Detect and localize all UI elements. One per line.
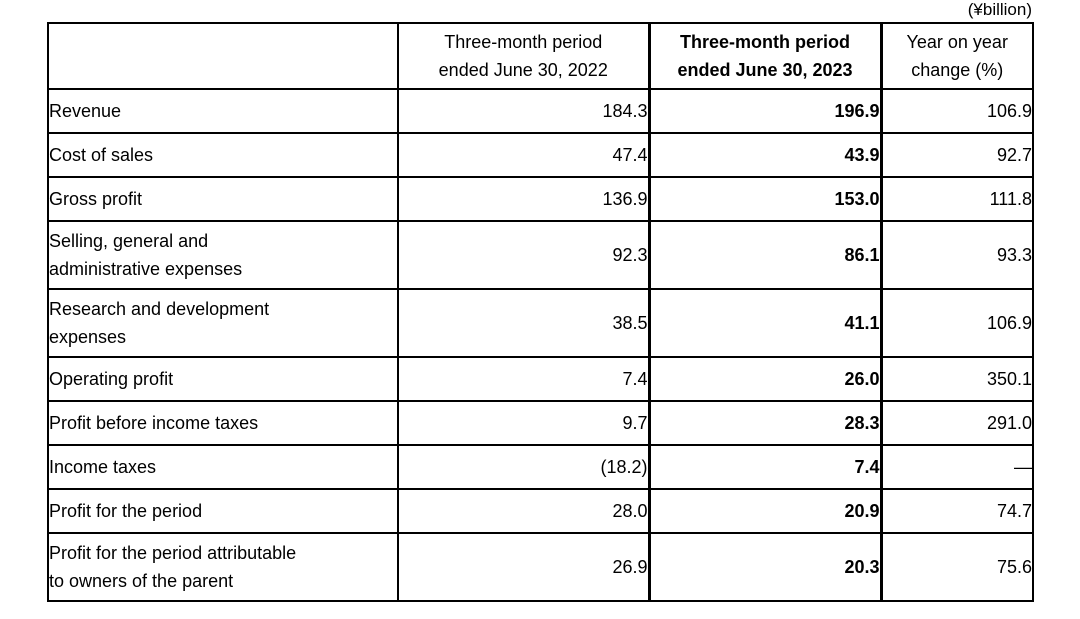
value-yoy: 291.0	[880, 400, 1034, 446]
value-2022: 47.4	[397, 132, 650, 178]
value-2023: 196.9	[647, 88, 883, 134]
value-2023: 7.4	[647, 444, 883, 490]
income-statement-table: Three-month period ended June 30, 2022 T…	[47, 22, 1034, 602]
value-2023: 28.3	[647, 400, 883, 446]
value-2022: 26.9	[397, 532, 650, 602]
value-yoy: 106.9	[880, 288, 1034, 358]
table-row-rd-expenses: Research and development expenses 38.5 4…	[47, 288, 1034, 358]
table-row-profit-attributable-to-owners: Profit for the period attributable to ow…	[47, 532, 1034, 602]
value-2023: 153.0	[647, 176, 883, 222]
unit-note: (¥billion)	[967, 0, 1032, 19]
value-yoy: —	[880, 444, 1034, 490]
column-header-yoy-change: Year on year change (%)	[880, 22, 1034, 90]
table-row-revenue: Revenue 184.3 196.9 106.9	[47, 88, 1034, 134]
table-row-cost-of-sales: Cost of sales 47.4 43.9 92.7	[47, 132, 1034, 178]
value-yoy: 350.1	[880, 356, 1034, 402]
value-2022: 92.3	[397, 220, 650, 290]
value-2022: 28.0	[397, 488, 650, 534]
value-2023: 41.1	[647, 288, 883, 358]
row-label: Profit for the period attributable to ow…	[47, 532, 399, 602]
value-2023: 86.1	[647, 220, 883, 290]
value-2023: 20.3	[647, 532, 883, 602]
value-2023: 20.9	[647, 488, 883, 534]
table-row-operating-profit: Operating profit 7.4 26.0 350.1	[47, 356, 1034, 402]
value-yoy: 93.3	[880, 220, 1034, 290]
row-label: Income taxes	[47, 444, 399, 490]
table-row-income-taxes: Income taxes (18.2) 7.4 —	[47, 444, 1034, 490]
value-2022: (18.2)	[397, 444, 650, 490]
value-2022: 136.9	[397, 176, 650, 222]
table-row-profit-before-taxes: Profit before income taxes 9.7 28.3 291.…	[47, 400, 1034, 446]
table-row-sga-expenses: Selling, general and administrative expe…	[47, 220, 1034, 290]
value-2022: 38.5	[397, 288, 650, 358]
row-label: Operating profit	[47, 356, 399, 402]
value-yoy: 106.9	[880, 88, 1034, 134]
value-yoy: 92.7	[880, 132, 1034, 178]
row-label: Revenue	[47, 88, 399, 134]
row-label: Profit for the period	[47, 488, 399, 534]
value-2022: 7.4	[397, 356, 650, 402]
column-header-empty	[47, 22, 399, 90]
table-header-row: Three-month period ended June 30, 2022 T…	[47, 22, 1034, 90]
value-2022: 9.7	[397, 400, 650, 446]
value-yoy: 74.7	[880, 488, 1034, 534]
value-yoy: 75.6	[880, 532, 1034, 602]
table-row-gross-profit: Gross profit 136.9 153.0 111.8	[47, 176, 1034, 222]
column-header-period-2022: Three-month period ended June 30, 2022	[397, 22, 650, 90]
value-2023: 43.9	[647, 132, 883, 178]
value-2023: 26.0	[647, 356, 883, 402]
row-label: Gross profit	[47, 176, 399, 222]
value-yoy: 111.8	[880, 176, 1034, 222]
row-label: Selling, general and administrative expe…	[47, 220, 399, 290]
table-row-profit-for-period: Profit for the period 28.0 20.9 74.7	[47, 488, 1034, 534]
row-label: Cost of sales	[47, 132, 399, 178]
column-header-period-2023: Three-month period ended June 30, 2023	[647, 22, 883, 90]
row-label: Profit before income taxes	[47, 400, 399, 446]
value-2022: 184.3	[397, 88, 650, 134]
row-label: Research and development expenses	[47, 288, 399, 358]
